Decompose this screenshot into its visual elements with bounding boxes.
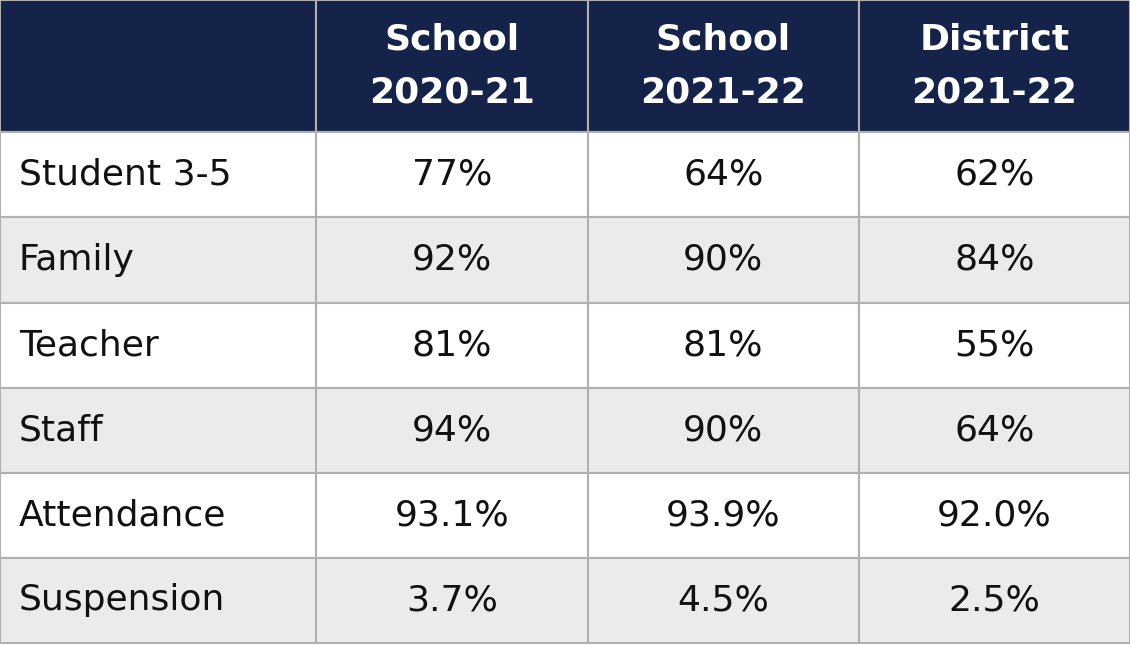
Bar — [588, 558, 859, 643]
Text: 4.5%: 4.5% — [677, 584, 770, 617]
Text: 92.0%: 92.0% — [937, 499, 1052, 532]
Bar — [859, 132, 1130, 217]
Text: 55%: 55% — [954, 328, 1035, 362]
Bar — [316, 558, 588, 643]
Bar — [316, 303, 588, 388]
Bar — [588, 132, 859, 217]
Bar — [0, 303, 316, 388]
Bar — [0, 473, 316, 558]
Text: 84%: 84% — [954, 243, 1035, 277]
Text: 2020-21: 2020-21 — [370, 75, 534, 110]
Text: 3.7%: 3.7% — [406, 584, 498, 617]
Text: School: School — [384, 23, 520, 57]
Bar — [316, 217, 588, 303]
Bar — [859, 558, 1130, 643]
Bar — [316, 388, 588, 473]
Text: 77%: 77% — [411, 158, 493, 192]
Text: 2.5%: 2.5% — [948, 584, 1041, 617]
Bar — [859, 0, 1130, 132]
Text: 81%: 81% — [683, 328, 764, 362]
Text: Suspension: Suspension — [19, 584, 225, 617]
Bar — [0, 217, 316, 303]
Text: 2021-22: 2021-22 — [641, 75, 806, 110]
Bar — [859, 217, 1130, 303]
Text: Student 3-5: Student 3-5 — [19, 158, 232, 192]
Text: 92%: 92% — [411, 243, 493, 277]
Text: 93.9%: 93.9% — [666, 499, 781, 532]
Bar — [0, 558, 316, 643]
Text: 90%: 90% — [683, 413, 764, 447]
Text: Staff: Staff — [19, 413, 104, 447]
Bar — [0, 388, 316, 473]
Bar — [859, 388, 1130, 473]
Bar — [588, 303, 859, 388]
Bar — [316, 473, 588, 558]
Text: District: District — [920, 23, 1069, 57]
Text: 62%: 62% — [954, 158, 1035, 192]
Bar — [588, 0, 859, 132]
Text: Attendance: Attendance — [19, 499, 226, 532]
Bar — [588, 217, 859, 303]
Bar — [588, 388, 859, 473]
Bar — [0, 0, 316, 132]
Bar — [0, 132, 316, 217]
Text: 94%: 94% — [411, 413, 493, 447]
Text: Family: Family — [19, 243, 134, 277]
Text: 81%: 81% — [411, 328, 493, 362]
Text: 93.1%: 93.1% — [394, 499, 510, 532]
Text: 2021-22: 2021-22 — [912, 75, 1077, 110]
Text: School: School — [655, 23, 791, 57]
Bar — [316, 132, 588, 217]
Bar — [859, 303, 1130, 388]
Text: Teacher: Teacher — [19, 328, 158, 362]
Text: 64%: 64% — [954, 413, 1035, 447]
Text: 90%: 90% — [683, 243, 764, 277]
Bar — [859, 473, 1130, 558]
Bar — [316, 0, 588, 132]
Bar — [588, 473, 859, 558]
Text: 64%: 64% — [683, 158, 764, 192]
